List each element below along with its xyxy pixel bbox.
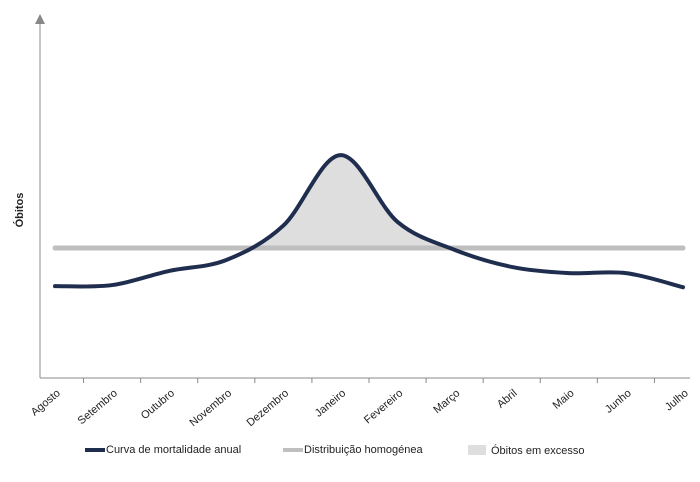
legend-label: Óbitos em excesso bbox=[491, 444, 585, 457]
x-tick-label: Janeiro bbox=[313, 387, 348, 419]
x-tick-label: Maio bbox=[551, 387, 577, 412]
x-tick-label: Junho bbox=[603, 387, 634, 415]
x-tick-label: Agosto bbox=[29, 387, 63, 418]
x-tick-label: Abril bbox=[495, 387, 520, 410]
x-tick-label: Outubro bbox=[139, 387, 177, 422]
legend-label: Curva de mortalidade anual bbox=[106, 444, 241, 456]
series-line bbox=[53, 153, 685, 290]
legend-swatch bbox=[468, 445, 486, 455]
x-tick-label: Dezembro bbox=[245, 387, 292, 429]
x-tick-label: Fevereiro bbox=[362, 387, 405, 426]
y-axis-arrow bbox=[35, 14, 45, 24]
x-tick-label: Novembro bbox=[187, 387, 234, 429]
legend-label: Distribuição homogénea bbox=[304, 444, 424, 456]
x-tick-label: Setembro bbox=[76, 387, 120, 427]
x-tick-label: Março bbox=[431, 387, 462, 416]
x-tick-label: Julho bbox=[663, 387, 691, 413]
excess-area bbox=[252, 155, 450, 249]
y-axis-label: Óbitos bbox=[13, 193, 26, 228]
